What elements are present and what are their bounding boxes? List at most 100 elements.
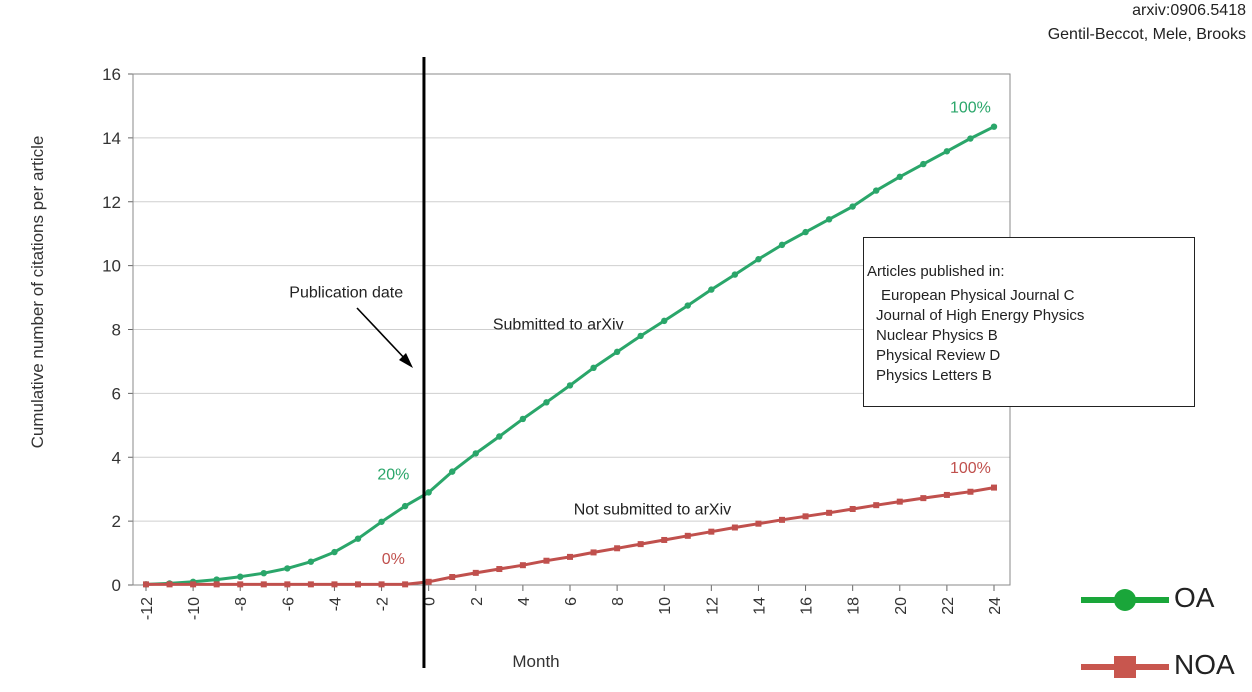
y-tick-label: 0 (112, 576, 121, 595)
x-tick-label: 8 (610, 597, 627, 606)
point-oa (590, 364, 597, 372)
point-noa (614, 545, 621, 552)
x-tick-label: 24 (987, 597, 1004, 615)
point-noa (190, 581, 197, 588)
point-oa (778, 241, 786, 249)
point-oa (543, 399, 550, 406)
point-oa (213, 576, 220, 583)
point-oa (378, 518, 385, 525)
point-noa (920, 495, 927, 502)
annotation-label: Publication date (289, 285, 403, 302)
y-tick-label: 16 (102, 65, 121, 84)
legend-label-noa: NOA (1174, 649, 1235, 680)
annotations: Publication date Submitted to arXiv Not su… (289, 99, 991, 568)
y-axis-label: Cumulative number of citations per artic… (28, 135, 47, 449)
y-tick-label: 14 (102, 129, 121, 148)
journals-info-box: Articles published in: European Physical… (863, 237, 1195, 407)
point-oa (331, 548, 338, 556)
y-axis-ticks: 0 2 4 6 8 10 12 14 16 (102, 65, 133, 595)
x-tick-label: -8 (233, 597, 250, 611)
point-oa (990, 123, 998, 130)
y-tick-label: 10 (102, 257, 121, 276)
point-noa (590, 549, 597, 556)
x-tick-label: 22 (940, 597, 957, 615)
point-noa (967, 488, 974, 495)
point-oa (472, 450, 479, 457)
point-noa (260, 581, 267, 588)
journal-list: European Physical Journal C Journal of H… (876, 286, 1084, 386)
journal-item: Physics Letters B (876, 367, 992, 384)
point-noa (543, 557, 550, 564)
y-tick-label: 12 (102, 193, 121, 212)
point-noa (378, 581, 385, 588)
point-oa (449, 468, 456, 475)
point-noa (943, 491, 950, 498)
point-noa (684, 532, 691, 539)
point-oa (496, 433, 503, 440)
point-oa (849, 203, 856, 210)
point-oa (637, 332, 644, 340)
x-tick-label: 4 (516, 597, 533, 606)
legend-item-oa: OA (1079, 580, 1249, 620)
journal-item: Physical Review D (876, 347, 1001, 364)
point-noa (519, 562, 526, 569)
point-noa (472, 569, 479, 576)
publication-arrow (356, 307, 409, 363)
y-tick-label: 6 (112, 384, 121, 403)
point-noa (779, 516, 785, 523)
point-oa (661, 317, 668, 325)
point-noa (425, 578, 432, 585)
journal-item: Nuclear Physics B (876, 327, 998, 344)
series-layer (142, 123, 998, 588)
point-oa (284, 565, 291, 572)
x-tick-label: 16 (799, 597, 816, 615)
point-noa (826, 509, 833, 516)
y-tick-label: 8 (112, 321, 121, 340)
x-tick-label: 6 (563, 597, 580, 606)
point-noa (237, 581, 244, 588)
x-tick-label: -12 (139, 597, 156, 620)
source-authors: Gentil-Beccot, Mele, Brooks (1047, 26, 1246, 43)
point-noa (496, 566, 503, 573)
point-oa (425, 489, 432, 496)
point-oa (967, 135, 974, 142)
point-noa (755, 520, 762, 527)
point-oa (613, 348, 621, 356)
publication-arrow-head (399, 353, 413, 368)
point-noa (731, 524, 738, 531)
annotation-label: 100% (950, 460, 991, 477)
point-noa (213, 581, 220, 588)
point-noa (355, 581, 361, 588)
x-tick-label: 18 (846, 597, 863, 615)
point-noa (849, 505, 856, 512)
point-oa (401, 502, 409, 510)
point-oa (825, 216, 833, 223)
x-tick-label: -2 (375, 597, 392, 611)
info-box-heading: Articles published in: (867, 263, 1005, 280)
x-tick-label: 2 (469, 597, 486, 606)
point-oa (354, 535, 362, 542)
point-oa (684, 302, 691, 309)
point-noa (661, 536, 668, 543)
point-oa (731, 271, 739, 278)
point-oa (566, 382, 574, 389)
point-oa (237, 573, 244, 580)
point-noa (991, 484, 997, 491)
point-noa (802, 513, 809, 520)
point-oa (260, 569, 267, 577)
point-oa (943, 148, 951, 155)
journal-item: Journal of High Energy Physics (876, 307, 1085, 324)
x-tick-label: 20 (893, 597, 910, 615)
point-noa (896, 498, 903, 505)
point-oa (896, 173, 903, 181)
point-noa (402, 581, 409, 588)
legend-item-noa: NOA (1079, 647, 1249, 687)
y-tick-label: 4 (112, 448, 121, 467)
annotation-label: 100% (950, 99, 991, 116)
point-noa (873, 502, 880, 509)
y-tick-label: 2 (112, 512, 121, 531)
source-id: arxiv:0906.5418 (1132, 2, 1246, 19)
x-tick-label: 10 (657, 597, 674, 615)
point-oa (307, 558, 315, 565)
